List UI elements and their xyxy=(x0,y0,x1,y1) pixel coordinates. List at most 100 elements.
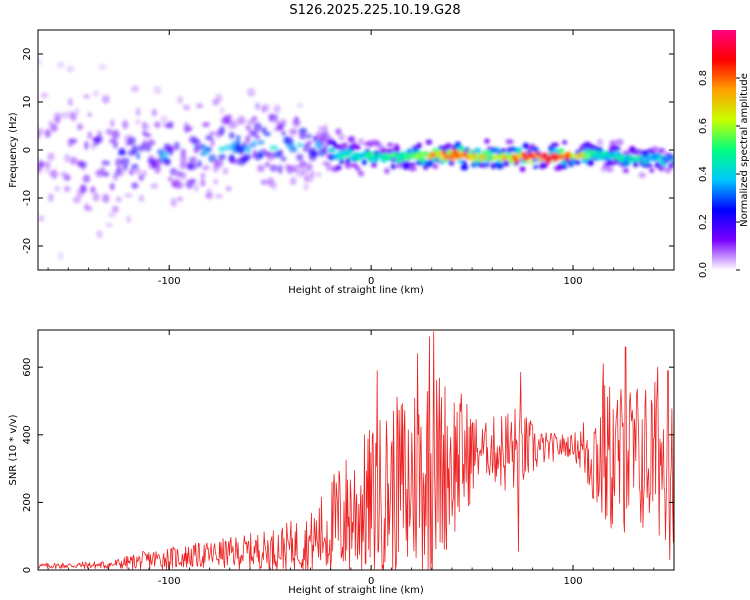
heat-cell xyxy=(281,130,286,136)
ridge-cell xyxy=(368,151,374,157)
heat-cell xyxy=(318,136,327,146)
ridge-cell xyxy=(669,154,674,160)
heat-cell xyxy=(99,166,106,174)
heat-cell xyxy=(138,194,145,203)
heat-cell xyxy=(183,124,190,133)
x-tick-label: 0 xyxy=(368,276,374,287)
heat-cell xyxy=(112,205,119,213)
heat-cell xyxy=(54,185,61,192)
heat-cell xyxy=(638,172,646,179)
ridge-cell xyxy=(482,150,488,156)
heat-cell xyxy=(145,123,151,131)
heat-cell xyxy=(264,103,270,112)
heat-cell xyxy=(47,152,55,162)
ridge-cell xyxy=(451,156,456,162)
heat-cell xyxy=(519,166,526,173)
heat-cell xyxy=(255,102,261,111)
heat-cell xyxy=(83,94,90,99)
heat-cell xyxy=(218,146,226,153)
heat-cell xyxy=(79,184,87,194)
y-tick-label: 0 xyxy=(22,567,33,573)
y-tick-label: 0 xyxy=(22,147,33,153)
heat-cell xyxy=(622,150,630,156)
heat-cell xyxy=(79,161,88,168)
ridge-cell xyxy=(543,154,548,161)
heat-cell xyxy=(307,133,312,139)
ridge-cell xyxy=(611,154,616,161)
heat-cell xyxy=(562,140,567,145)
heat-cell xyxy=(90,186,96,194)
heat-cell xyxy=(237,115,246,125)
heat-cell xyxy=(522,142,530,149)
heat-cell xyxy=(105,222,113,228)
heat-cell xyxy=(355,166,361,172)
heat-cell xyxy=(235,134,241,142)
heat-cell xyxy=(278,164,283,175)
heat-cell xyxy=(574,159,581,165)
heat-cell xyxy=(222,167,229,175)
heat-cell xyxy=(213,179,218,185)
heat-cell xyxy=(154,165,161,174)
snr-ticks: -100 0 100 0 200 400 600 xyxy=(22,330,675,587)
heat-cell xyxy=(651,146,659,152)
heat-cell xyxy=(289,145,298,153)
heat-cell xyxy=(587,160,594,165)
heat-cell xyxy=(355,144,361,151)
heat-cell xyxy=(38,215,45,222)
heat-cell xyxy=(322,144,329,153)
ridge-cell xyxy=(535,151,541,157)
heat-cell xyxy=(200,172,206,179)
heat-cell xyxy=(84,141,89,150)
snr-panel: -100 0 100 0 200 400 600 Height of straight li… xyxy=(8,329,675,596)
heat-cell xyxy=(119,147,125,154)
snr-series-line xyxy=(38,331,674,570)
heat-cell xyxy=(306,140,312,147)
snr-y-label: SNR (10 * v/v) xyxy=(8,414,19,485)
heat-cell xyxy=(416,142,422,149)
heat-cell xyxy=(144,132,152,138)
ridge-cell xyxy=(661,162,667,168)
x-tick-label: 100 xyxy=(564,576,583,587)
heat-cell xyxy=(168,176,173,182)
heat-cell xyxy=(92,192,100,202)
heat-cell xyxy=(72,196,81,204)
heat-cell xyxy=(167,121,174,129)
heat-cell xyxy=(335,128,342,135)
heat-cell xyxy=(131,163,139,170)
ridge-cell xyxy=(586,149,592,155)
ridge-cell xyxy=(395,158,401,164)
heat-cell xyxy=(151,109,158,117)
heat-cell xyxy=(361,159,367,166)
heat-cell xyxy=(48,193,54,202)
heat-cell xyxy=(60,111,68,119)
heat-cell xyxy=(384,167,390,175)
heat-cell xyxy=(131,182,139,190)
heat-cell xyxy=(54,116,61,124)
heat-cell xyxy=(108,211,117,218)
heat-cell xyxy=(111,129,120,140)
heat-cell xyxy=(410,162,416,167)
heat-cell xyxy=(193,183,199,193)
heat-cell xyxy=(252,139,257,149)
heat-cell xyxy=(170,197,177,207)
ridge-cell xyxy=(354,151,359,157)
y-tick-label: -10 xyxy=(22,190,33,206)
heat-cell xyxy=(502,160,510,167)
heat-cell xyxy=(38,58,42,65)
heat-cell xyxy=(230,158,240,165)
heat-cell xyxy=(244,153,252,160)
y-tick-label: 600 xyxy=(22,358,33,377)
heat-cell xyxy=(260,179,268,185)
heat-cell xyxy=(338,133,346,141)
ridge-cell xyxy=(545,159,551,165)
heat-cell xyxy=(177,95,184,105)
heat-cell xyxy=(347,136,356,143)
heat-cell xyxy=(82,174,91,183)
heat-cell xyxy=(244,145,252,154)
heat-cell xyxy=(280,156,287,162)
heat-cell xyxy=(312,152,319,158)
heat-cell xyxy=(609,140,617,146)
heat-cell xyxy=(144,143,152,152)
ridge-cell xyxy=(468,152,473,158)
